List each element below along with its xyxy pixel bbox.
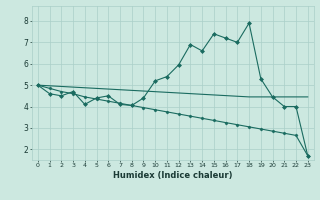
X-axis label: Humidex (Indice chaleur): Humidex (Indice chaleur)	[113, 171, 233, 180]
